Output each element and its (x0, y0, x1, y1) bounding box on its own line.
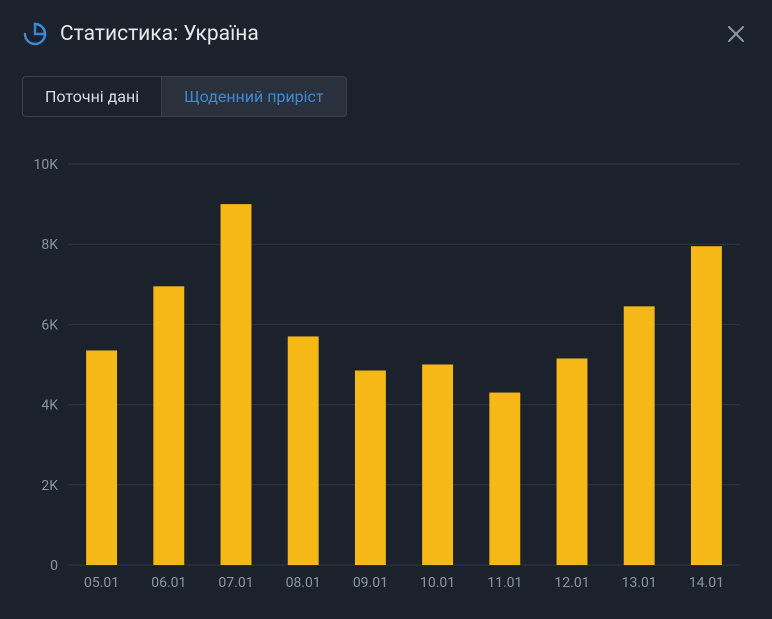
bar (489, 393, 520, 565)
y-axis-label: 10K (33, 157, 58, 173)
pie-chart-icon (22, 21, 48, 47)
bar (422, 365, 453, 566)
bar (691, 246, 722, 565)
y-axis-label: 6K (41, 317, 58, 333)
x-axis-label: 06.01 (151, 575, 186, 591)
bar (557, 358, 588, 565)
y-axis-label: 8K (41, 237, 58, 253)
bar (153, 286, 184, 565)
x-axis-label: 14.01 (689, 575, 724, 591)
x-axis-label: 11.01 (487, 575, 522, 591)
bar (221, 204, 252, 565)
x-axis-label: 13.01 (622, 575, 657, 591)
daily-growth-chart: 0 2K 4K 6K 8K 10K 05.01 06.01 07.01 08.01 09.01 10.… (22, 150, 750, 599)
close-button[interactable] (722, 20, 750, 48)
tab-current-data[interactable]: Поточні дані (23, 77, 161, 116)
x-axis-label: 07.01 (218, 575, 253, 591)
bar (288, 336, 319, 565)
bar (355, 371, 386, 565)
bar (86, 350, 117, 565)
x-axis-label: 12.01 (554, 575, 589, 591)
x-axis-label: 10.01 (420, 575, 455, 591)
y-axis-label: 4K (41, 398, 58, 414)
panel-title: Статистика: Україна (60, 22, 710, 46)
x-axis-label: 09.01 (353, 575, 388, 591)
x-axis-label: 08.01 (286, 575, 321, 591)
x-axis-label: 05.01 (84, 575, 119, 591)
y-axis-label: 0 (50, 558, 58, 574)
y-axis-label: 2K (41, 478, 58, 494)
panel-header: Статистика: Україна (22, 18, 750, 50)
stats-panel: Статистика: Україна Поточні даніЩоденний… (0, 0, 772, 619)
tab-daily-growth[interactable]: Щоденний приріст (161, 77, 346, 116)
view-tabs: Поточні даніЩоденний приріст (22, 76, 347, 117)
bar (624, 306, 655, 565)
